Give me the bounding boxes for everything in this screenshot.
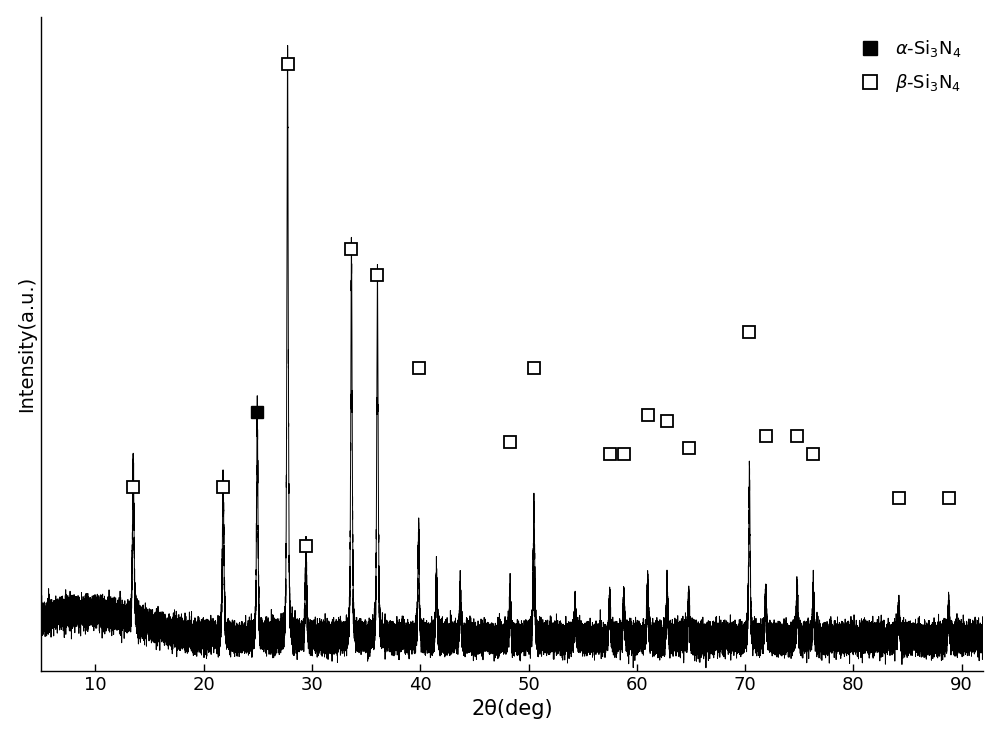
Legend: $\alpha$-Si$_3$N$_4$, $\beta$-Si$_3$N$_4$: $\alpha$-Si$_3$N$_4$, $\beta$-Si$_3$N$_4… <box>845 31 969 101</box>
X-axis label: 2θ(deg): 2θ(deg) <box>471 699 553 719</box>
Y-axis label: Intensity(a.u.): Intensity(a.u.) <box>17 276 36 412</box>
